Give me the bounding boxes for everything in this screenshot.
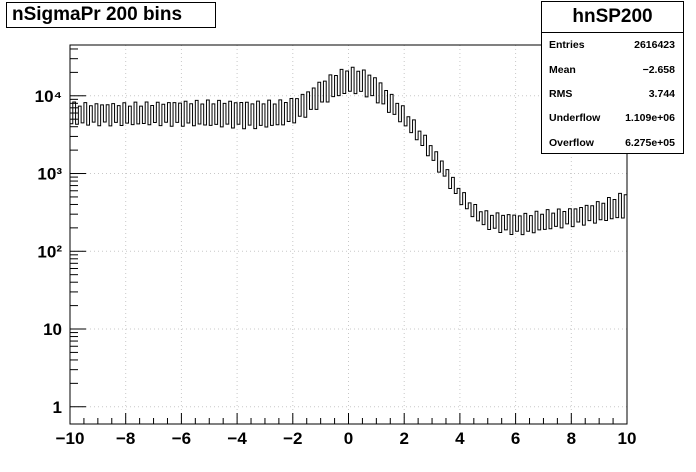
stats-row-rms: RMS 3.744 [542,82,683,106]
stats-label: Mean [549,63,576,76]
stats-row-overflow: Overflow 6.275e+05 [542,131,683,155]
histogram-line [70,66,627,236]
stats-label: Overflow [549,136,594,149]
y-tick-label: 10³ [37,165,62,184]
stats-label: Underflow [549,112,601,125]
x-tick-label: 8 [567,429,576,448]
x-tick-label: −2 [283,429,302,448]
axes: −10 −8 −6 −4 −2 0 2 4 6 8 10 1 10 10² 10³ 10⁴ [35,48,637,448]
stats-box: hnSP200 Entries 2616423 Mean −2.658 RMS … [541,1,684,154]
y-tick-label: 10 [43,320,62,339]
stats-value-mean: −2.658 [642,63,675,76]
stats-value-rms: 3.744 [648,87,675,100]
x-tick-label: 6 [511,429,520,448]
y-tick-label: 1 [53,398,62,417]
stats-value-overflow: 6.275e+05 [625,136,675,149]
x-tick-label: −4 [227,429,247,448]
stats-row-mean: Mean −2.658 [542,57,683,81]
stats-value-underflow: 1.109e+06 [625,112,675,125]
stats-label: Entries [549,39,585,52]
stats-label: RMS [549,87,573,100]
grid-lines [69,45,628,424]
x-tick-label: −10 [56,429,85,448]
stats-value-entries: 2616423 [634,39,675,52]
y-tick-label: 10² [37,242,62,261]
y-tick-label: 10⁴ [35,87,62,106]
chart-title: nSigmaPr 200 bins [6,2,216,28]
histogram-name: hnSP200 [542,2,683,33]
x-tick-label: 10 [618,429,637,448]
x-tick-label: −6 [172,429,191,448]
x-tick-label: 4 [455,429,465,448]
stats-row-entries: Entries 2616423 [542,33,683,57]
x-tick-label: 2 [399,429,408,448]
x-tick-label: −8 [116,429,135,448]
stats-row-underflow: Underflow 1.109e+06 [542,106,683,130]
x-tick-label: 0 [344,429,353,448]
